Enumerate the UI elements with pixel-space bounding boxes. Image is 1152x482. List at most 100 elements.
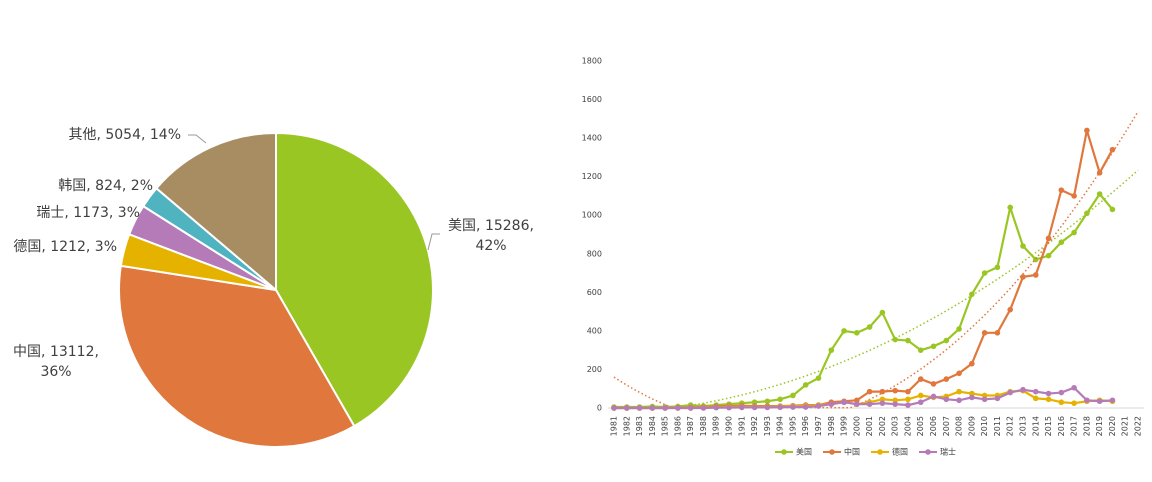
data-point (879, 396, 886, 403)
data-point (956, 370, 962, 377)
x-tick-label: 2003 (891, 416, 900, 436)
data-point (905, 402, 911, 408)
data-point (1084, 127, 1090, 134)
data-point (1109, 206, 1116, 213)
data-point (854, 397, 860, 404)
x-tick-label: 1999 (840, 416, 849, 436)
data-point (930, 393, 937, 400)
data-point (1045, 252, 1052, 259)
data-point (956, 397, 962, 404)
data-point (713, 404, 720, 411)
data-point (1058, 389, 1065, 396)
data-point (649, 405, 656, 411)
data-point (994, 395, 1001, 402)
x-tick-label: 2000 (852, 416, 861, 436)
data-point (1020, 243, 1026, 249)
data-point (1071, 229, 1077, 236)
series-line (614, 130, 1114, 410)
data-point (700, 405, 707, 411)
data-point (662, 405, 668, 411)
data-point (866, 401, 873, 407)
data-point (892, 387, 898, 394)
y-tick-label: 1600 (582, 95, 602, 104)
series-line (614, 192, 1114, 409)
x-tick-label: 2012 (1006, 416, 1015, 436)
x-tick-label: 2007 (942, 416, 951, 436)
x-tick-label: 2016 (1057, 416, 1066, 436)
x-tick-label: 1995 (788, 416, 797, 436)
x-tick-label: 1996 (801, 416, 810, 436)
legend-label: 瑞士 (940, 447, 956, 457)
x-tick-label: 1991 (737, 416, 746, 436)
x-tick-label: 2001 (865, 416, 874, 436)
data-point (879, 388, 886, 395)
x-tick-label: 1983 (635, 416, 644, 436)
data-label: 36% (40, 364, 71, 380)
x-tick-label: 1998 (827, 416, 836, 436)
data-point (1084, 397, 1090, 404)
data-point (1007, 204, 1013, 211)
data-point (802, 382, 809, 388)
y-tick-label: 1000 (582, 211, 602, 220)
data-point (764, 404, 771, 411)
data-point (687, 405, 694, 411)
data-point (1058, 187, 1065, 193)
data-point (969, 394, 975, 401)
data-point (943, 376, 950, 382)
data-point (1084, 210, 1090, 217)
data-point (841, 328, 847, 334)
data-point (969, 390, 975, 397)
data-point (828, 401, 835, 407)
data-label: 美国, 15286, (448, 218, 534, 234)
x-tick-label: 2014 (1031, 416, 1040, 436)
data-point (790, 404, 796, 410)
data-point (1032, 272, 1039, 278)
data-point (1096, 398, 1103, 405)
y-tick-label: 1200 (582, 172, 602, 181)
data-point (994, 330, 1001, 336)
data-point (854, 330, 860, 336)
data-point (1020, 386, 1026, 393)
data-point (917, 392, 924, 399)
x-tick-label: 2013 (1018, 416, 1027, 436)
trendline (613, 111, 1139, 409)
data-point (1032, 388, 1039, 395)
x-tick-label: 1993 (763, 416, 772, 436)
data-label: 德国, 1212, 3% (13, 239, 117, 255)
leader-line (188, 134, 207, 144)
pie-slice (154, 131, 277, 293)
data-point (636, 405, 643, 411)
x-tick-label: 1981 (610, 416, 619, 436)
y-tick-label: 1400 (582, 134, 602, 143)
x-tick-label: 1986 (673, 416, 682, 436)
x-tick-label: 2017 (1070, 416, 1079, 436)
data-point (981, 396, 988, 403)
data-point (815, 375, 822, 381)
data-label: 42% (475, 238, 506, 254)
data-point (751, 399, 758, 406)
x-tick-label: 2010 (980, 416, 989, 436)
data-point (930, 343, 937, 350)
data-point (815, 403, 822, 409)
data-point (905, 396, 911, 403)
y-tick-label: 800 (587, 249, 602, 258)
y-tick-label: 600 (587, 288, 602, 297)
legend-label: 美国 (796, 447, 812, 457)
data-point (1032, 256, 1039, 263)
data-point (1109, 146, 1116, 153)
data-point (981, 392, 988, 399)
x-tick-label: 1985 (661, 416, 670, 436)
data-point (611, 405, 617, 411)
x-tick-label: 1982 (622, 416, 631, 436)
data-point (905, 337, 911, 344)
data-point (1096, 170, 1103, 176)
leader-line (427, 233, 440, 251)
data-point (956, 388, 962, 395)
legend-label: 德国 (892, 447, 908, 457)
data-point (751, 404, 758, 411)
legend-dot (925, 449, 931, 455)
x-tick-label: 2011 (993, 416, 1002, 436)
data-point (866, 324, 873, 330)
data-point (1045, 396, 1052, 403)
